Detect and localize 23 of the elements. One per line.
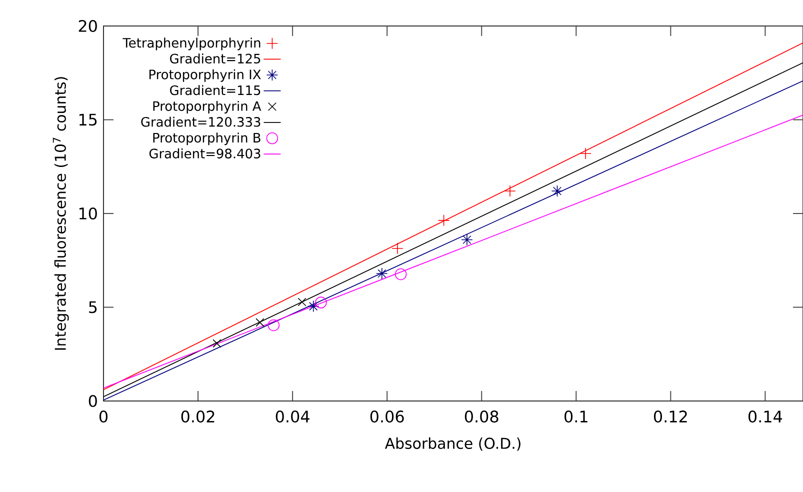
legend-label: Gradient=125: [170, 54, 260, 64]
y-tick-label: 20: [78, 20, 97, 32]
y-tick-label: 5: [89, 301, 97, 314]
x-tick-label: 0.06: [370, 410, 404, 423]
legend-label: Tetraphenylporphyrin: [122, 38, 260, 50]
legend-label: Protoporphyrin IX: [149, 69, 261, 82]
y-tick-label: 0: [88, 394, 97, 408]
y-tick-label: 10: [79, 207, 97, 220]
x-tick-label: 0.12: [654, 410, 687, 423]
y-tick-label: 15: [79, 114, 97, 126]
y-axis-title: Integrated fluorescence (10$^{7}$ counts): [52, 77, 69, 350]
legend-label: Protoporphyrin B: [153, 132, 260, 146]
x-tick-label: 0.08: [464, 410, 498, 423]
legend-label: Gradient=115: [170, 85, 260, 96]
x-tick-label: 0.14: [748, 410, 782, 423]
x-tick-label: 0.04: [276, 410, 310, 423]
x-tick-label: 0: [99, 410, 108, 423]
legend-label: Gradient=98.403: [149, 148, 260, 158]
x-tick-label: 0.02: [181, 410, 214, 423]
x-tick-label: 0.1: [564, 410, 588, 423]
legend-label: Gradient=120.333: [141, 116, 260, 127]
legend-label: Protoporphyrin A: [153, 100, 262, 114]
x-axis-title: Absorbance (O.D.): [384, 437, 520, 451]
